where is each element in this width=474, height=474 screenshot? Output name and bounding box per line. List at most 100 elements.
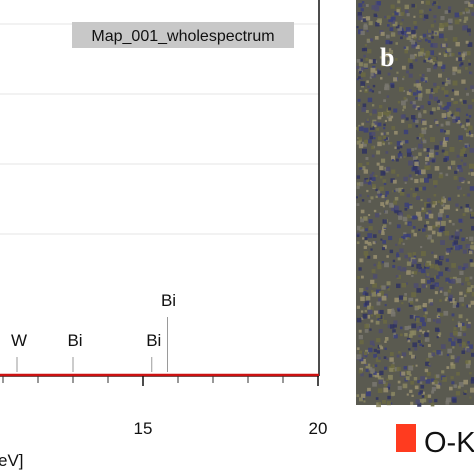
panel-b-pixel	[373, 348, 377, 352]
panel-b-pixel	[371, 90, 375, 93]
panel-b-pixel	[434, 185, 437, 188]
panel-b-pixel	[469, 236, 474, 241]
panel-b-pixel	[435, 152, 439, 156]
panel-b-pixel	[468, 344, 473, 349]
panel-b-pixel	[367, 85, 370, 88]
panel-b-pixel	[436, 99, 440, 103]
panel-b-pixel	[387, 383, 391, 387]
panel-b-pixel	[399, 151, 402, 154]
panel-b-pixel	[382, 380, 386, 384]
panel-b-pixel	[361, 107, 367, 112]
panel-b-pixel	[416, 317, 421, 323]
panel-b-pixel	[457, 194, 460, 197]
panel-b-pixel	[412, 165, 418, 171]
panel-b-pixel	[445, 401, 450, 405]
panel-b-pixel	[406, 35, 411, 40]
panel-b-pixel	[369, 177, 373, 181]
panel-b-pixel	[378, 91, 381, 94]
panel-b-pixel	[413, 20, 417, 25]
panel-b-pixel	[404, 181, 407, 184]
panel-b-pixel	[425, 0, 431, 5]
panel-b-pixel	[429, 124, 433, 128]
panel-b-pixel	[465, 360, 469, 364]
legend-swatch	[396, 424, 416, 452]
panel-b-pixel	[380, 31, 385, 36]
panel-b-pixel	[400, 114, 405, 119]
panel-b-pixel	[431, 387, 436, 392]
panel-b-pixel	[452, 346, 455, 349]
panel-b-pixel	[377, 193, 381, 198]
panel-b-pixel	[470, 85, 474, 90]
panel-b-pixel	[359, 367, 364, 372]
panel-b-pixel	[427, 234, 432, 240]
panel-b-pixel	[375, 22, 380, 27]
panel-b-pixel	[382, 179, 387, 183]
panel-b-pixel	[445, 173, 449, 177]
panel-b-pixel	[416, 83, 421, 88]
panel-b-pixel	[359, 166, 363, 170]
panel-b-pixel	[407, 30, 411, 35]
panel-b-pixel	[429, 149, 434, 155]
panel-b-pixel	[367, 49, 372, 54]
panel-b-pixel	[470, 352, 474, 357]
panel-b-pixel	[457, 165, 462, 170]
panel-b-pixel	[362, 291, 367, 295]
panel-b-pixel	[397, 309, 400, 312]
panel-b-pixel	[423, 177, 429, 183]
panel-b-pixel	[459, 12, 463, 16]
panel-b-pixel	[445, 251, 449, 255]
panel-b-pixel	[436, 384, 441, 389]
panel-b-pixel	[420, 105, 424, 109]
panel-b-pixel	[359, 58, 363, 62]
panel-b-pixel	[440, 201, 444, 205]
panel-b-pixel	[449, 235, 454, 241]
panel-b-pixel	[370, 279, 375, 285]
panel-b-pixel	[432, 201, 436, 205]
panel-b-pixel	[412, 101, 416, 105]
panel-b-pixel	[366, 314, 371, 319]
panel-b-pixel	[420, 245, 423, 249]
panel-b-pixel	[459, 123, 463, 126]
panel-b-pixel	[455, 118, 458, 122]
panel-b-pixel	[377, 136, 382, 141]
panel-b-pixel	[358, 137, 362, 141]
panel-b-pixel	[449, 285, 453, 289]
panel-b-pixel	[470, 262, 474, 267]
panel-b-pixel	[443, 151, 449, 156]
panel-b-pixel	[469, 396, 472, 399]
panel-b-pixel	[425, 379, 431, 384]
panel-b-pixel	[398, 212, 403, 217]
panel-b-pixel	[468, 33, 472, 36]
panel-b-pixel	[392, 259, 396, 263]
panel-b-pixel	[429, 59, 433, 63]
panel-b-pixel	[369, 76, 372, 79]
panel-b-pixel	[429, 8, 432, 12]
panel-b-pixel	[435, 275, 440, 279]
panel-b-pixel	[415, 79, 420, 84]
panel-b-pixel	[401, 371, 406, 376]
panel-b-pixel	[397, 153, 403, 158]
panel-b-pixel	[404, 293, 407, 296]
panel-b-pixel	[417, 96, 422, 101]
panel-b-pixel	[397, 266, 402, 271]
panel-b-pixel	[384, 366, 388, 370]
panel-b-pixel	[405, 140, 409, 144]
panel-b-pixel	[432, 56, 437, 62]
panel-b-pixel	[385, 137, 388, 140]
panel-b-pixel	[419, 343, 423, 347]
panel-b-pixel	[401, 236, 405, 239]
panel-b-pixel	[370, 125, 373, 128]
panel-b-pixel	[389, 49, 394, 54]
panel-b-pixel	[424, 339, 428, 342]
panel-b-pixel	[451, 318, 454, 321]
panel-b-pixel	[445, 93, 449, 97]
panel-b-pixel	[392, 13, 395, 16]
panel-b-pixel	[394, 196, 399, 201]
axes	[0, 0, 320, 377]
panel-b-pixel	[464, 0, 468, 4]
panel-b-pixel	[424, 214, 430, 219]
panel-b-pixel	[441, 64, 446, 70]
panel-b-pixel	[369, 173, 374, 178]
panel-b-pixel	[426, 198, 431, 202]
panel-b-pixel	[361, 317, 364, 320]
